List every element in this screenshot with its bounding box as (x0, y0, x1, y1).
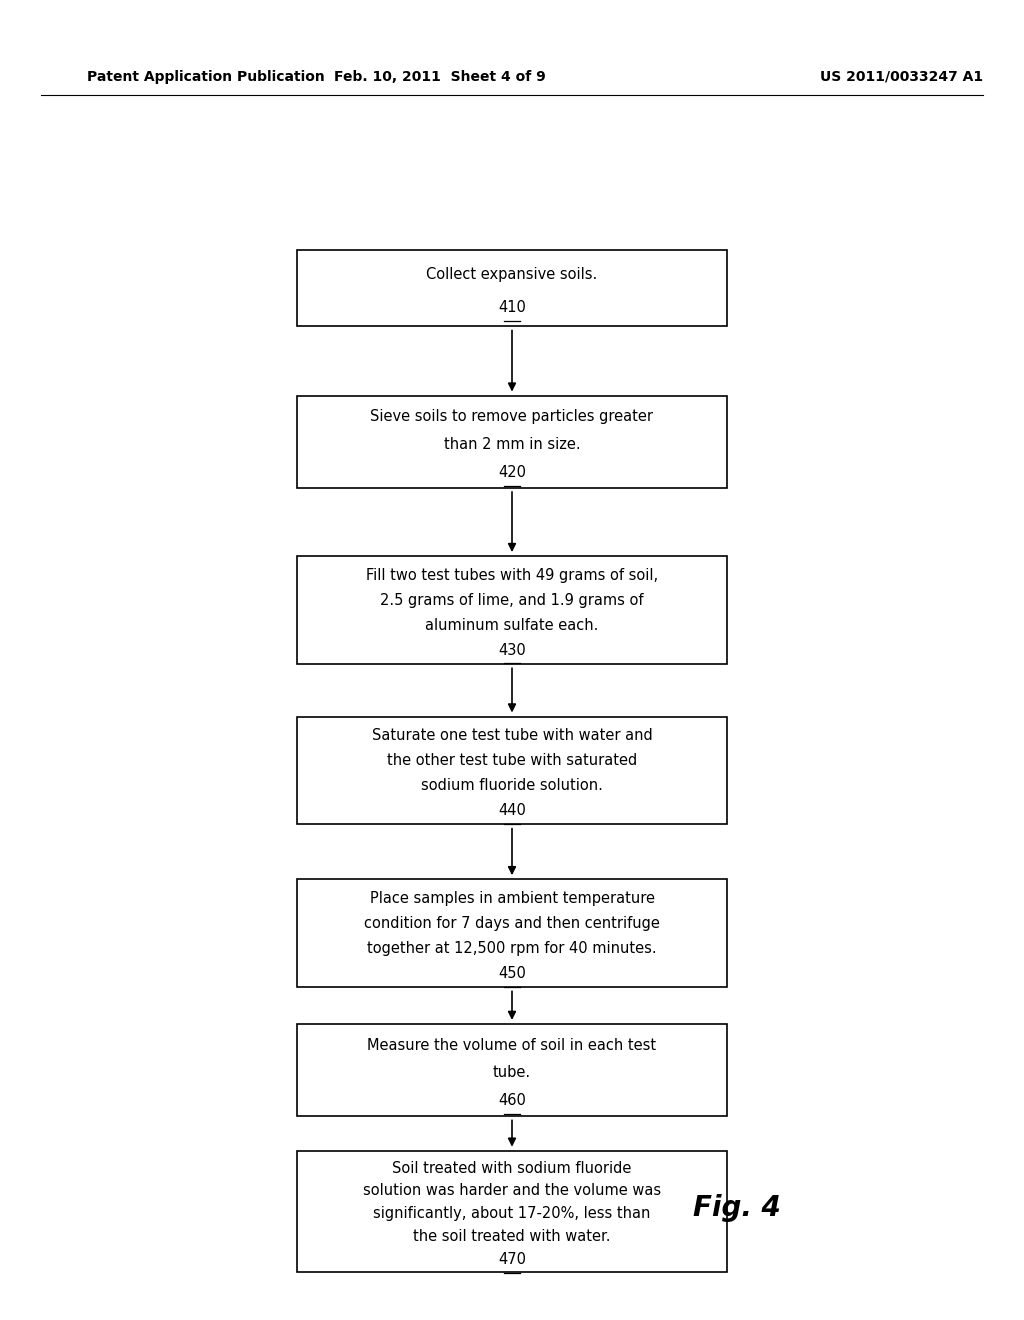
Text: solution was harder and the volume was: solution was harder and the volume was (362, 1184, 662, 1199)
Text: sodium fluoride solution.: sodium fluoride solution. (421, 777, 603, 793)
Text: Fig. 4: Fig. 4 (693, 1193, 781, 1222)
Text: Fill two test tubes with 49 grams of soil,: Fill two test tubes with 49 grams of soi… (366, 568, 658, 582)
Text: 410: 410 (498, 301, 526, 315)
Text: aluminum sulfate each.: aluminum sulfate each. (425, 618, 599, 632)
Text: 2.5 grams of lime, and 1.9 grams of: 2.5 grams of lime, and 1.9 grams of (380, 593, 644, 607)
Text: 420: 420 (498, 465, 526, 480)
Bar (297, 249, 727, 326)
Text: 430: 430 (498, 643, 526, 657)
Text: 450: 450 (498, 966, 526, 981)
Bar (297, 1151, 727, 1272)
Text: significantly, about 17-20%, less than: significantly, about 17-20%, less than (374, 1206, 650, 1221)
Text: 440: 440 (498, 803, 526, 818)
Text: tube.: tube. (493, 1065, 531, 1080)
Bar (297, 879, 727, 987)
Text: Feb. 10, 2011  Sheet 4 of 9: Feb. 10, 2011 Sheet 4 of 9 (335, 70, 546, 83)
Text: than 2 mm in size.: than 2 mm in size. (443, 437, 581, 451)
Text: Collect expansive soils.: Collect expansive soils. (426, 268, 598, 282)
Text: Saturate one test tube with water and: Saturate one test tube with water and (372, 729, 652, 743)
Text: 460: 460 (498, 1093, 526, 1109)
Text: the other test tube with saturated: the other test tube with saturated (387, 752, 637, 768)
Bar (297, 556, 727, 664)
Bar (297, 396, 727, 488)
Bar (297, 717, 727, 825)
Text: Place samples in ambient temperature: Place samples in ambient temperature (370, 891, 654, 906)
Text: Measure the volume of soil in each test: Measure the volume of soil in each test (368, 1038, 656, 1052)
Text: US 2011/0033247 A1: US 2011/0033247 A1 (819, 70, 983, 83)
Bar (297, 1024, 727, 1117)
Text: Patent Application Publication: Patent Application Publication (87, 70, 325, 83)
Text: 470: 470 (498, 1251, 526, 1267)
Text: together at 12,500 rpm for 40 minutes.: together at 12,500 rpm for 40 minutes. (368, 941, 656, 956)
Text: condition for 7 days and then centrifuge: condition for 7 days and then centrifuge (365, 916, 659, 931)
Text: the soil treated with water.: the soil treated with water. (414, 1229, 610, 1245)
Text: Soil treated with sodium fluoride: Soil treated with sodium fluoride (392, 1160, 632, 1176)
Text: Sieve soils to remove particles greater: Sieve soils to remove particles greater (371, 409, 653, 424)
